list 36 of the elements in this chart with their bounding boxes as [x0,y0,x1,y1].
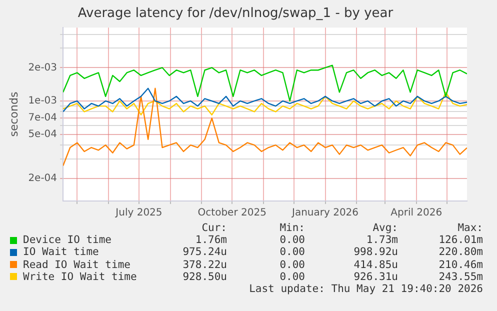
y-tick-label: 1e-03 [28,96,58,107]
y-tick-label: 2e-04 [28,172,58,184]
text: 1.73m [365,234,398,246]
text: 1.76m [194,234,227,246]
legend-label: IO Wait time [22,246,100,259]
text: Max: [456,222,483,234]
x-tick-label: October 2025 [198,208,266,219]
text: 220.80m [438,246,483,259]
text: 0.00 [278,246,305,259]
text: 928.50u [182,270,227,283]
x-tick-label: July 2025 [114,208,162,219]
y-axis-title: seconds [7,92,20,137]
text: 210.46m [438,258,483,271]
text: Avg: [372,222,398,234]
text: 0.00 [278,270,305,283]
y-tick-label: 5e-04 [28,128,58,140]
text: 126.01m [438,234,483,246]
legend-label: Write IO Wait time [22,270,138,283]
text: 378.22u [182,258,227,271]
text: 975.24u [182,246,227,259]
text: Cur: [200,222,227,234]
chart-title: Average latency for /dev/nlnog/swap_1 - by year [78,6,394,22]
text: 998.92u [352,246,398,259]
legend-label: Device IO time [22,234,113,246]
text: 926.31u [352,270,398,283]
y-tick-label: 7e-04 [28,112,58,124]
text: Min: [278,222,305,234]
text: 0.00 [278,234,305,246]
y-tick-label: 2e-03 [28,62,58,74]
legend-label: Read IO Wait time [22,258,132,271]
x-tick-label: January 2026 [290,208,359,219]
x-tick-label: April 2026 [390,208,442,219]
text: 243.55m [438,270,483,283]
text: 414.85u [352,258,398,271]
text: 0.00 [278,258,305,271]
text: Last update: Thu May 21 19:40:20 2026 [248,282,483,296]
